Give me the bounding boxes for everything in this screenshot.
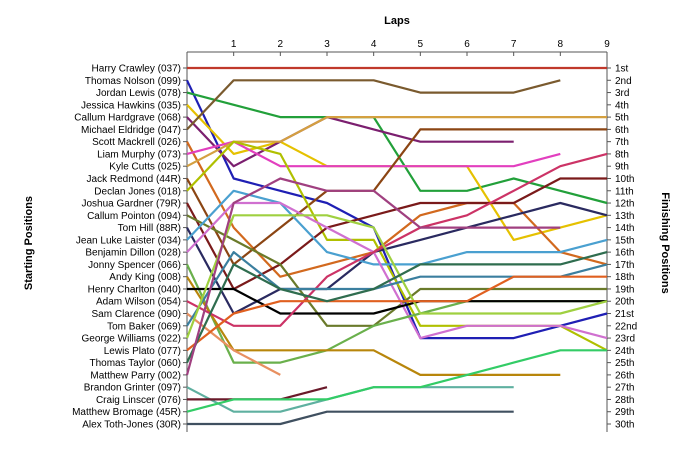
driver-label: Thomas Nolson (099) (85, 76, 181, 87)
series-line-16 (186, 201, 608, 340)
finishing-position-label: 24th (615, 346, 634, 357)
finishing-position-label: 10th (615, 174, 634, 185)
lap-tick-label: 2 (278, 39, 284, 50)
driver-label: Sam Clarence (090) (92, 309, 181, 320)
series-line-21 (186, 312, 281, 376)
driver-label: Callum Hardgrave (068) (74, 113, 181, 124)
driver-label: Harry Crawley (037) (92, 64, 181, 75)
finishing-position-label: 15th (615, 235, 634, 246)
series-line-29 (186, 349, 607, 413)
finishing-position-label: 16th (615, 248, 634, 259)
finishing-position-label: 26th (615, 370, 634, 381)
series-line-5 (186, 116, 514, 168)
finishing-position-label: 2nd (615, 76, 632, 87)
finishing-position-label: 23rd (615, 334, 635, 345)
driver-label: Benjamin Dillon (028) (85, 248, 181, 259)
lap-tick-label: 6 (464, 39, 470, 50)
finishing-position-label: 25th (615, 358, 634, 369)
finishing-position-label: 6th (615, 125, 629, 136)
driver-label: Matthew Parry (002) (90, 370, 181, 381)
series-line-20 (186, 152, 608, 327)
driver-label: Alex Toth-Jones (30R) (82, 420, 181, 431)
lap-tick-label: 7 (511, 39, 517, 50)
driver-label: Jack Redmond (44R) (87, 174, 181, 185)
series-line-15 (186, 189, 608, 266)
driver-label: Andy King (008) (109, 272, 181, 283)
finishing-position-label: 7th (615, 137, 629, 148)
finishing-position-label: 14th (615, 223, 634, 234)
finishing-position-label: 3rd (615, 88, 629, 99)
series-line-8 (186, 140, 561, 168)
driver-label: Liam Murphy (073) (97, 149, 181, 160)
finishing-position-label: 13th (615, 211, 634, 222)
driver-label: Brandon Grinter (097) (84, 383, 181, 394)
driver-label: Callum Pointon (094) (87, 211, 181, 222)
driver-label: Jonny Spencer (066) (88, 260, 181, 271)
series-line-19 (187, 287, 607, 315)
series-line-4 (186, 104, 608, 241)
lap-tick-label: 5 (418, 39, 424, 50)
series-line-10 (186, 128, 607, 266)
series-line-30 (187, 410, 514, 426)
series-line-9 (186, 116, 607, 168)
driver-label: George Williams (022) (82, 334, 181, 345)
lap-tick-labels: 1 2 3 4 5 6 7 8 9 (231, 39, 610, 50)
driver-label: Matthew Bromage (45R) (72, 407, 181, 418)
finishing-position-label: 17th (615, 260, 634, 271)
finishing-position-label: 8th (615, 149, 629, 160)
series-line-6 (186, 79, 561, 131)
finishing-position-label: 30th (615, 420, 634, 431)
lap-tick-label: 3 (324, 39, 330, 50)
finishing-position-label: 12th (615, 199, 634, 210)
finishing-position-label: 27th (615, 383, 634, 394)
lap-tick-label: 8 (558, 39, 564, 50)
driver-label: Joshua Gardner (79R) (82, 199, 182, 210)
series-line-18 (186, 276, 561, 376)
series-lines (185, 66, 608, 426)
series-line-26 (185, 177, 561, 376)
axes (183, 51, 611, 432)
finishing-position-label: 20th (615, 297, 634, 308)
driver-label: Craig Linscer (076) (96, 395, 181, 406)
finishing-position-label: 18th (615, 272, 634, 283)
finishing-position-label: 21st (615, 309, 634, 320)
finishing-position-label: 29th (615, 407, 634, 418)
finishing-position-label: 1st (615, 64, 629, 75)
finishing-position-label: 11th (615, 186, 634, 197)
driver-label: Jean Luke Laister (034) (76, 235, 181, 246)
driver-label: Scott Mackrell (026) (92, 137, 181, 148)
finishing-position-label: 5th (615, 113, 629, 124)
driver-label: Henry Charlton (040) (88, 284, 181, 295)
driver-label: Tom Hill (88R) (118, 223, 181, 234)
finishing-position-label: 19th (615, 284, 634, 295)
finishing-position-label: 9th (615, 162, 629, 173)
driver-label: Michael Eldridge (047) (81, 125, 181, 136)
finishing-position-label: 4th (615, 100, 629, 111)
starting-position-labels: Harry Crawley (037)Thomas Nolson (099)Jo… (72, 64, 181, 431)
right-axis-title: Finishing Positions (659, 192, 671, 293)
finishing-position-labels: 1st2nd3rd4th5th6th7th8th9th10th11th12th1… (615, 64, 637, 431)
left-axis-title: Starting Positions (23, 196, 35, 290)
lap-tick-label: 1 (231, 39, 237, 50)
driver-label: Adam Wilson (054) (96, 297, 181, 308)
finishing-position-label: 22nd (615, 321, 637, 332)
driver-label: Lewis Plato (077) (104, 346, 181, 357)
driver-label: Tom Baker (069) (107, 321, 181, 332)
x-axis-title: Laps (384, 15, 410, 27)
series-line-23 (185, 214, 608, 339)
series-line-3 (186, 91, 608, 205)
driver-label: Kyle Cutts (025) (109, 162, 181, 173)
series-line-24 (186, 275, 607, 352)
driver-label: Thomas Taylor (060) (89, 358, 181, 369)
finishing-position-label: 28th (615, 395, 634, 406)
driver-label: Jessica Hawkins (035) (81, 100, 181, 111)
lap-tick-label: 9 (604, 39, 610, 50)
driver-label: Jordan Lewis (078) (96, 88, 181, 99)
series-line-25 (186, 251, 608, 364)
lap-tick-label: 4 (371, 39, 377, 50)
driver-label: Declan Jones (018) (94, 186, 181, 197)
